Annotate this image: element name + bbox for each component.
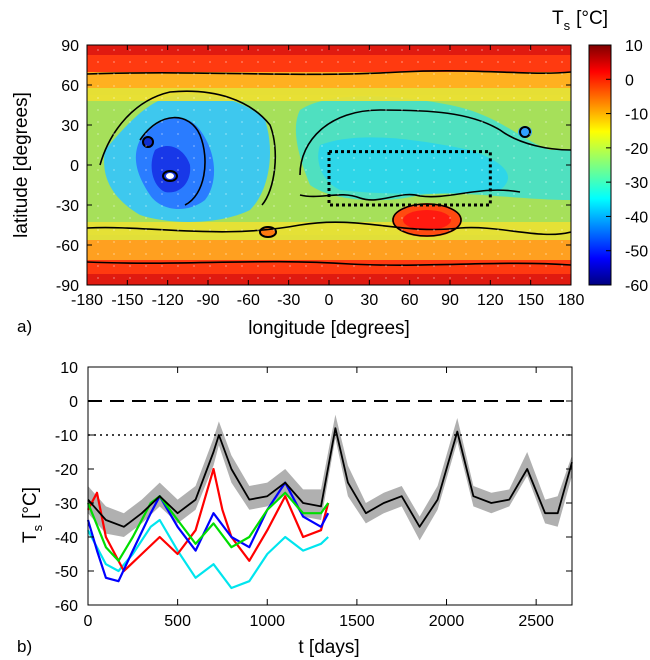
timeseries-y-tick-label: 10: [60, 360, 78, 377]
timeseries-y-tick-label: -20: [55, 462, 78, 479]
map-x-tick-label: 90: [441, 292, 459, 309]
map-panel: -180 -150 -120 -90 -60 -30 0 30 60 90 120 150 180 -9…: [11, 38, 584, 339]
map-x-ticks: -180 -150 -120 -90 -60 -30 0 30 60 90 120 150 180: [71, 45, 584, 309]
colorbar-tick-label: -40: [625, 209, 648, 226]
colorbar-tick-label: -60: [625, 278, 648, 295]
timeseries-y-tick-label: -50: [55, 564, 78, 581]
colorbar-tick-label: -50: [625, 244, 648, 261]
timeseries-y-tick-label: -30: [55, 496, 78, 513]
map-y-tick-label: 60: [61, 78, 79, 95]
map-x-tick-label: 120: [477, 292, 504, 309]
map-y-tick-label: -60: [56, 238, 79, 255]
timeseries-x-tick-label: 2500: [518, 613, 554, 630]
map-ylabel: latitude [degrees]: [11, 92, 32, 238]
map-x-tick-label: 150: [517, 292, 544, 309]
map-x-tick-label: 60: [401, 292, 419, 309]
colorbar-tick-label: 10: [625, 38, 643, 55]
timeseries-plot: [86, 400, 573, 590]
colorbar-tick-label: -20: [625, 141, 648, 158]
uncertainty-band: [88, 414, 572, 541]
map-x-tick-label: 0: [325, 292, 334, 309]
map-x-tick-label: -30: [277, 292, 300, 309]
map-y-tick-label: 30: [61, 118, 79, 135]
timeseries-panel: 0 500 1000 1500 2000 2500 10 0 -10 -20 -30 -40 -50 -…: [17, 360, 573, 658]
colorbar-tick-label: -30: [625, 175, 648, 192]
series-line: [86, 491, 330, 562]
map-x-tick-label: 180: [558, 292, 585, 309]
timeseries-y-tick-label: -60: [55, 598, 78, 615]
map-y-tick-label: 0: [70, 158, 79, 175]
colorbar-gradient: [588, 44, 612, 286]
timeseries-xlabel: t [days]: [298, 637, 359, 658]
colorbar-ticks: 10 0 -10 -20 -30 -40 -50 -60: [606, 38, 648, 295]
map-xlabel: longitude [degrees]: [248, 318, 410, 339]
region-box: [327, 150, 492, 207]
map-x-tick-label: -120: [152, 292, 184, 309]
timeseries-x-tick-label: 1500: [339, 613, 375, 630]
timeseries-y-tick-label: -10: [55, 428, 78, 445]
colorbar-tick-label: -10: [625, 107, 648, 124]
panel-b-label: b): [17, 637, 32, 656]
colorbar-title: Ts [°C]: [552, 8, 608, 33]
timeseries-x-tick-label: 0: [84, 613, 93, 630]
timeseries-y-ticks: 10 0 -10 -20 -30 -40 -50 -60: [55, 360, 572, 615]
timeseries-x-tick-label: 1000: [249, 613, 285, 630]
timeseries-ylabel: Ts[°C]: [20, 487, 45, 543]
colorbar: 10 0 -10 -20 -30 -40 -50 -60 Ts [°C]: [552, 8, 648, 295]
series-line: [87, 518, 329, 590]
series-line: [87, 427, 573, 528]
colorbar-tick-label: 0: [625, 72, 634, 89]
timeseries-x-tick-label: 2000: [429, 613, 465, 630]
map-x-tick-label: -150: [111, 292, 143, 309]
map-x-tick-label: -180: [71, 292, 103, 309]
panel-a-label: a): [17, 317, 32, 336]
timeseries-y-tick-label: 0: [69, 394, 78, 411]
series-line: [86, 481, 330, 583]
map-y-tick-label: 90: [61, 38, 79, 55]
timeseries-x-ticks: 0 500 1000 1500 2000 2500: [84, 367, 554, 630]
timeseries-x-tick-label: 500: [164, 613, 191, 630]
map-y-tick-label: -30: [56, 198, 79, 215]
timeseries-y-tick-label: -40: [55, 530, 78, 547]
map-x-tick-label: -90: [196, 292, 219, 309]
timeseries-frame: [87, 366, 573, 606]
map-y-ticks: -90 -60 -30 0 30 60 90: [56, 38, 571, 295]
map-x-tick-label: -60: [237, 292, 260, 309]
map-x-tick-label: 30: [360, 292, 378, 309]
map-y-tick-label: -90: [56, 278, 79, 295]
